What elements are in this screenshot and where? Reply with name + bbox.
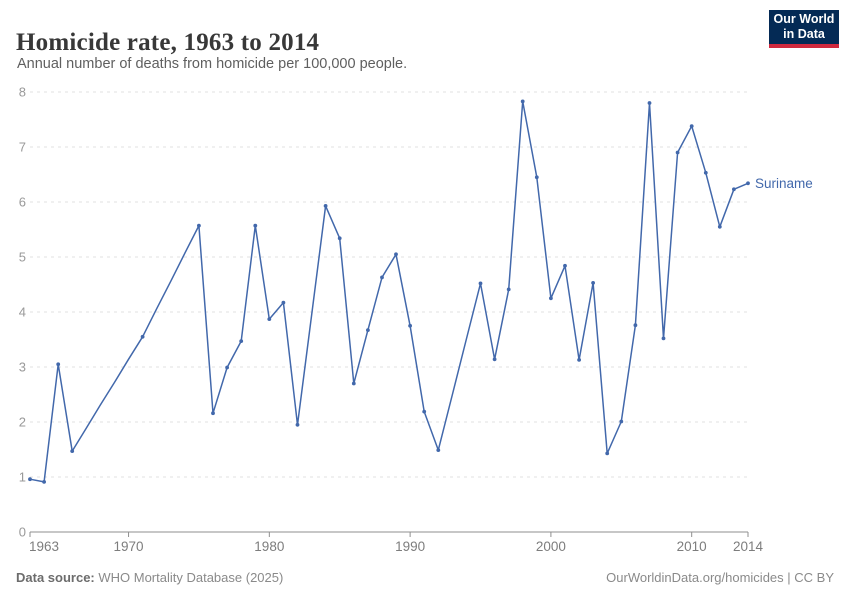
data-point-1975[interactable]: [197, 223, 201, 228]
entity-label-suriname[interactable]: Suriname: [755, 176, 813, 191]
y-axis-label-8: 8: [19, 85, 26, 100]
data-point-1965[interactable]: [56, 362, 61, 367]
x-axis-label-1963: 1963: [29, 539, 59, 554]
data-point-1977[interactable]: [225, 365, 230, 370]
y-axis-label-1: 1: [19, 470, 26, 485]
data-point-1992[interactable]: [436, 448, 441, 452]
x-axis-label-1990: 1990: [395, 539, 425, 554]
y-axis-label-5: 5: [19, 250, 26, 265]
data-point-1987[interactable]: [366, 328, 370, 332]
data-point-2001[interactable]: [563, 263, 567, 268]
series-suriname[interactable]: Suriname: [28, 99, 813, 484]
chart-subtitle: Annual number of deaths from homicide pe…: [17, 56, 408, 72]
data-point-1966[interactable]: [70, 449, 75, 453]
data-point-1971[interactable]: [140, 334, 145, 339]
data-point-2013[interactable]: [732, 187, 736, 192]
data-source-note: Data source: WHO Mortality Database (202…: [16, 570, 283, 585]
data-point-1979[interactable]: [253, 223, 258, 228]
x-axis-label-2010: 2010: [677, 539, 707, 554]
data-point-1997[interactable]: [506, 287, 511, 292]
owid-logo-line1: Our World: [773, 12, 835, 27]
data-point-1976[interactable]: [211, 411, 215, 416]
data-point-2009[interactable]: [675, 150, 680, 155]
data-point-1964[interactable]: [42, 480, 46, 484]
data-point-2003[interactable]: [591, 281, 595, 285]
x-axis-label-2014: 2014: [733, 539, 764, 554]
data-point-1978[interactable]: [239, 339, 244, 343]
y-axis-label-4: 4: [19, 305, 26, 320]
owid-logo-line2: in Data: [783, 27, 825, 41]
data-point-1984[interactable]: [323, 204, 328, 208]
series-line[interactable]: [29, 100, 749, 483]
data-point-2005[interactable]: [619, 419, 624, 424]
data-point-2007[interactable]: [647, 101, 652, 105]
data-point-1998[interactable]: [520, 99, 525, 104]
data-point-1986[interactable]: [351, 381, 356, 386]
x-axis-label-1980: 1980: [254, 539, 284, 554]
data-point-2010[interactable]: [689, 124, 694, 128]
data-point-2014[interactable]: [746, 181, 750, 186]
data-source-label: Data source:: [16, 570, 95, 585]
data-point-1980[interactable]: [267, 317, 272, 321]
y-axis-label-6: 6: [19, 195, 26, 210]
data-point-1990[interactable]: [408, 323, 412, 328]
data-source-text: WHO Mortality Database (2025): [94, 570, 284, 585]
data-point-1989[interactable]: [394, 252, 398, 257]
data-point-1996[interactable]: [492, 357, 497, 362]
data-point-1995[interactable]: [478, 281, 483, 286]
data-point-2000[interactable]: [549, 296, 553, 301]
data-point-1982[interactable]: [295, 422, 300, 427]
y-axis-label-3: 3: [19, 360, 26, 375]
x-axis-label-1970: 1970: [114, 539, 144, 554]
owid-logo[interactable]: Our World in Data: [769, 10, 839, 48]
data-point-2002[interactable]: [577, 358, 581, 362]
y-axis-label-7: 7: [19, 140, 26, 155]
data-point-2012[interactable]: [717, 224, 722, 229]
data-point-2008[interactable]: [661, 336, 666, 341]
license-text: OurWorldinData.org/homicides | CC BY: [606, 570, 834, 585]
data-point-2004[interactable]: [605, 451, 610, 456]
data-point-2006[interactable]: [633, 323, 638, 328]
data-point-2011[interactable]: [703, 170, 708, 175]
data-point-1981[interactable]: [281, 300, 286, 305]
page-title: Homicide rate, 1963 to 2014: [16, 28, 320, 56]
data-point-1999[interactable]: [534, 175, 539, 180]
data-point-1991[interactable]: [422, 409, 427, 414]
x-axis-label-2000: 2000: [536, 539, 566, 554]
data-point-1963[interactable]: [28, 477, 32, 482]
license-note: OurWorldinData.org/homicides | CC BY: [606, 570, 834, 585]
y-axis-label-2: 2: [19, 415, 26, 430]
data-point-1988[interactable]: [380, 275, 384, 280]
y-axis-label-0: 0: [19, 525, 26, 540]
data-point-1985[interactable]: [337, 236, 342, 241]
